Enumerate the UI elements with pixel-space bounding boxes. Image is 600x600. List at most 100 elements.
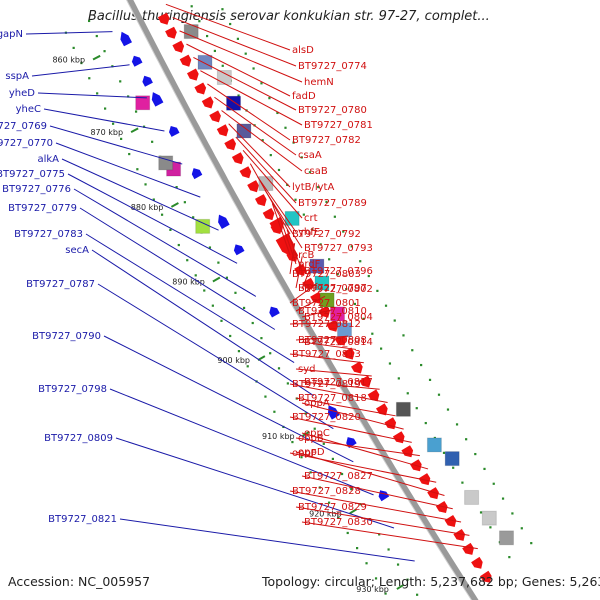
reverse-gene-label: crt — [304, 213, 318, 224]
gc-dot — [424, 421, 427, 425]
reverse-leader-line — [179, 30, 303, 83]
reverse-gene-label: BT9727_0797 — [298, 283, 367, 294]
gc-dot — [260, 82, 263, 85]
gc-dot — [236, 37, 240, 40]
forward-leader-line — [91, 249, 314, 397]
gc-dot — [268, 97, 271, 100]
gc-dot — [337, 516, 340, 519]
reverse-gene-label: BT9727_0830 — [304, 517, 373, 528]
gc-dot — [211, 304, 214, 307]
gene-arrow — [131, 55, 143, 67]
gc-dot — [308, 171, 312, 174]
gc-dot — [406, 392, 409, 395]
gc-dot — [175, 186, 178, 189]
gc-dot — [190, 5, 193, 8]
gene-arrow — [302, 277, 314, 290]
gc-dot — [376, 289, 379, 292]
gene-arrow — [384, 417, 397, 430]
cog-box — [464, 489, 480, 505]
gc-dot — [530, 542, 533, 545]
reverse-gene-label: prdF — [298, 259, 321, 270]
reverse-gene-label: BT9727_0802 — [304, 284, 373, 295]
reverse-leader-line — [295, 506, 470, 536]
gc-dot — [72, 46, 75, 49]
gc-dot — [359, 260, 362, 263]
reverse-gene-label: csaB — [304, 166, 328, 177]
gc-dot — [396, 563, 400, 566]
gene-arrow — [351, 361, 363, 374]
gene-arrow — [191, 168, 203, 180]
gc-dot — [95, 34, 98, 38]
gene-arrow — [453, 529, 466, 541]
gc-dot — [465, 438, 468, 441]
gc-dot — [318, 486, 321, 489]
reverse-leader-line — [301, 309, 333, 318]
forward-leader-line — [55, 142, 201, 198]
forward-leader-line — [49, 125, 183, 165]
reverse-leader-line — [172, 17, 297, 67]
forward-leader-line — [43, 108, 165, 132]
gc-dot — [333, 215, 336, 218]
gc-dot — [229, 334, 232, 338]
gc-dot — [455, 423, 459, 426]
gc-dot — [322, 442, 325, 445]
gc-dot — [269, 153, 272, 157]
gc-dot — [304, 412, 307, 415]
reverse-leader-line — [200, 70, 303, 126]
gene-arrow — [233, 244, 245, 256]
gc-dot — [291, 440, 294, 444]
gene-arrow — [462, 542, 474, 555]
gc-dot — [365, 562, 368, 565]
reverse-gene-label: BT9727_0829 — [298, 502, 367, 513]
reverse-leader-line — [295, 335, 349, 341]
gc-dot — [378, 533, 381, 536]
gc-dot — [220, 319, 223, 322]
gc-dot — [286, 183, 289, 186]
cog-box — [499, 530, 515, 546]
gc-dot — [483, 467, 486, 471]
forward-leader-line — [85, 233, 295, 363]
gc-dot — [380, 347, 383, 350]
reverse-gene-label: BT9727_0813 — [292, 349, 361, 360]
forward-leader-line — [115, 437, 395, 529]
kbp-tick-label: 900 kbp — [217, 356, 250, 365]
gc-dot — [302, 213, 305, 216]
gc-dot — [350, 488, 353, 491]
gc-dot — [311, 228, 314, 231]
reverse-gene-label: BT9727_0789 — [298, 198, 367, 209]
gc-dot — [331, 457, 334, 461]
reverse-gene-label: BT9727_0803 — [292, 269, 361, 280]
reverse-gene-label: lytB/lytA — [292, 182, 334, 193]
gc-dot — [284, 126, 287, 129]
gc-dot — [277, 367, 281, 370]
reverse-leader-line — [264, 189, 303, 249]
gc-dot — [160, 213, 164, 216]
gene-arrow — [269, 217, 284, 233]
reverse-gene-label: BT9727_0812 — [292, 319, 361, 330]
gc-dot — [80, 61, 83, 65]
gc-dot — [234, 291, 237, 294]
gc-dot — [325, 200, 328, 204]
gc-dot — [353, 302, 356, 306]
gene-arrow — [216, 124, 229, 137]
forward-leader-line — [119, 518, 415, 562]
cog-box — [135, 95, 151, 111]
reverse-gene-label: oppB — [298, 433, 324, 444]
reverse-leader-line — [289, 282, 318, 304]
gc-dot — [437, 393, 441, 396]
forward-leader-line — [109, 388, 374, 496]
reverse-gene-label: BT9727_0792 — [292, 229, 361, 240]
gene-arrow — [480, 570, 492, 583]
gc-dot — [151, 140, 154, 143]
gc-dot — [345, 287, 348, 291]
gc-dot — [261, 139, 264, 142]
gc-dot — [88, 77, 91, 80]
forward-gene-label: BT9727_0770 — [0, 138, 53, 149]
forward-gene-label: alkA — [37, 154, 59, 165]
cog-box — [195, 218, 211, 234]
gc-dot — [273, 410, 276, 413]
gc-dot — [152, 198, 155, 201]
forward-gene-label: sspA — [5, 71, 29, 82]
gene-arrow — [218, 214, 230, 229]
